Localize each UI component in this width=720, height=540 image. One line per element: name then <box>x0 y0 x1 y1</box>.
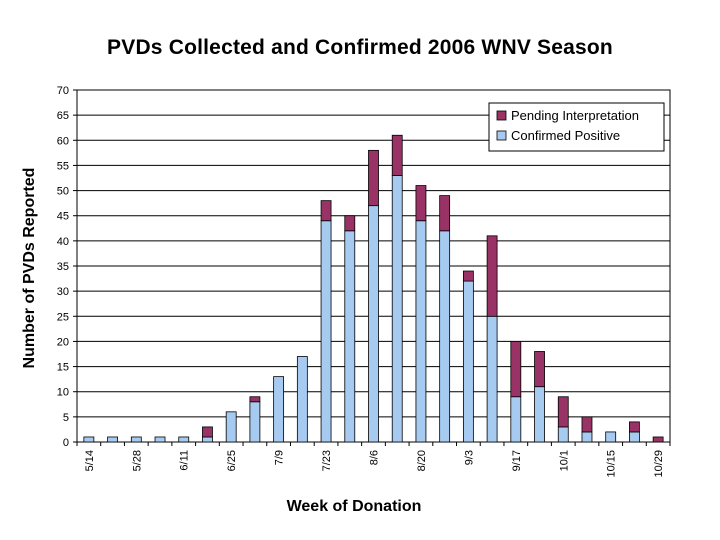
y-tick-label: 65 <box>57 110 69 122</box>
bar-pending-interpretation <box>249 396 261 403</box>
x-tick-label: 6/11 <box>179 450 191 471</box>
x-tick-label: 6/25 <box>226 450 238 471</box>
chart-title: PVDs Collected and Confirmed 2006 WNV Se… <box>107 36 613 59</box>
bar-confirmed-positive <box>202 436 213 443</box>
y-tick-label: 45 <box>57 211 69 223</box>
bar-pending-interpretation <box>510 341 522 398</box>
bars <box>83 134 664 443</box>
legend-swatch <box>496 110 507 121</box>
x-tick-label: 5/28 <box>131 450 143 471</box>
bar-confirmed-positive <box>368 205 379 443</box>
x-tick-label: 8/6 <box>369 450 381 465</box>
bar-pending-interpretation <box>629 421 640 433</box>
bar-pending-interpretation <box>652 436 664 443</box>
bar-pending-interpretation <box>368 149 379 207</box>
bar-pending-interpretation <box>439 195 451 232</box>
bar-confirmed-positive <box>415 220 427 443</box>
bar-pending-interpretation <box>581 416 593 433</box>
legend: Pending Interpretation Confirmed Positive <box>488 102 665 152</box>
x-tick-label: 9/3 <box>463 450 475 465</box>
legend-label: Pending Interpretation <box>511 108 639 123</box>
bar-pending-interpretation <box>557 396 569 428</box>
bar-confirmed-positive <box>391 175 403 443</box>
bar-confirmed-positive <box>154 436 166 443</box>
bar-pending-interpretation <box>415 185 427 222</box>
x-tick-label: 10/1 <box>558 450 570 471</box>
y-tick-label: 40 <box>57 236 69 248</box>
bar-pending-interpretation <box>391 134 403 176</box>
legend-label: Confirmed Positive <box>511 128 620 143</box>
bar-confirmed-positive <box>178 436 190 443</box>
bar-confirmed-positive <box>581 431 593 443</box>
bar-confirmed-positive <box>629 431 640 443</box>
bar-confirmed-positive <box>462 280 474 443</box>
y-tick-label: 60 <box>57 135 69 147</box>
y-axis-ticks: 0 5 10 15 20 25 30 35 40 45 50 55 60 65 70 <box>57 85 77 449</box>
x-tick-label: 9/17 <box>511 450 523 471</box>
y-tick-label: 10 <box>57 387 69 399</box>
bar-confirmed-positive <box>320 220 332 443</box>
x-tick-label: 10/29 <box>653 450 665 478</box>
legend-swatch <box>496 130 507 141</box>
bar-pending-interpretation <box>344 215 356 232</box>
bar-pending-interpretation <box>486 235 498 317</box>
y-tick-label: 5 <box>63 412 69 424</box>
y-tick-label: 15 <box>57 362 69 374</box>
y-tick-label: 50 <box>57 186 69 198</box>
y-axis-title: Number of PVDs Reported <box>21 168 38 369</box>
bar-confirmed-positive <box>273 376 285 443</box>
x-tick-label: 5/14 <box>84 450 96 471</box>
bar-confirmed-positive <box>83 436 95 443</box>
y-tick-label: 35 <box>57 261 69 273</box>
x-tick-label: 7/9 <box>274 450 286 465</box>
x-tick-label: 8/20 <box>416 450 428 471</box>
bar-pending-interpretation <box>462 270 474 282</box>
bar-confirmed-positive <box>107 436 118 443</box>
y-tick-label: 20 <box>57 336 69 348</box>
bar-confirmed-positive <box>605 431 617 443</box>
bar-confirmed-positive <box>249 401 261 443</box>
bar-pending-interpretation <box>534 351 545 388</box>
y-tick-label: 30 <box>57 286 69 298</box>
x-tick-label: 7/23 <box>321 450 333 471</box>
y-tick-label: 55 <box>57 160 69 172</box>
bar-confirmed-positive <box>510 396 522 443</box>
x-tick-label: 10/15 <box>606 450 618 478</box>
bar-confirmed-positive <box>439 230 451 443</box>
y-tick-label: 25 <box>57 311 69 323</box>
y-tick-label: 0 <box>63 437 69 449</box>
bar-confirmed-positive <box>344 230 356 443</box>
bar-confirmed-positive <box>296 356 308 443</box>
x-axis-title: Week of Donation <box>287 498 422 515</box>
legend-box <box>488 102 665 152</box>
bar-confirmed-positive <box>130 436 142 443</box>
x-axis-ticks: 5/14 5/28 6/11 6/25 7/9 7/23 8/6 8/20 9/3 9/17 10/… <box>76 442 671 478</box>
bar-confirmed-positive <box>557 426 569 443</box>
bar-confirmed-positive <box>486 315 498 443</box>
bar-pending-interpretation <box>320 200 332 222</box>
bar-pending-interpretation <box>202 426 213 438</box>
bar-confirmed-positive <box>534 386 545 443</box>
y-tick-label: 70 <box>57 85 69 97</box>
bar-confirmed-positive <box>225 411 237 443</box>
